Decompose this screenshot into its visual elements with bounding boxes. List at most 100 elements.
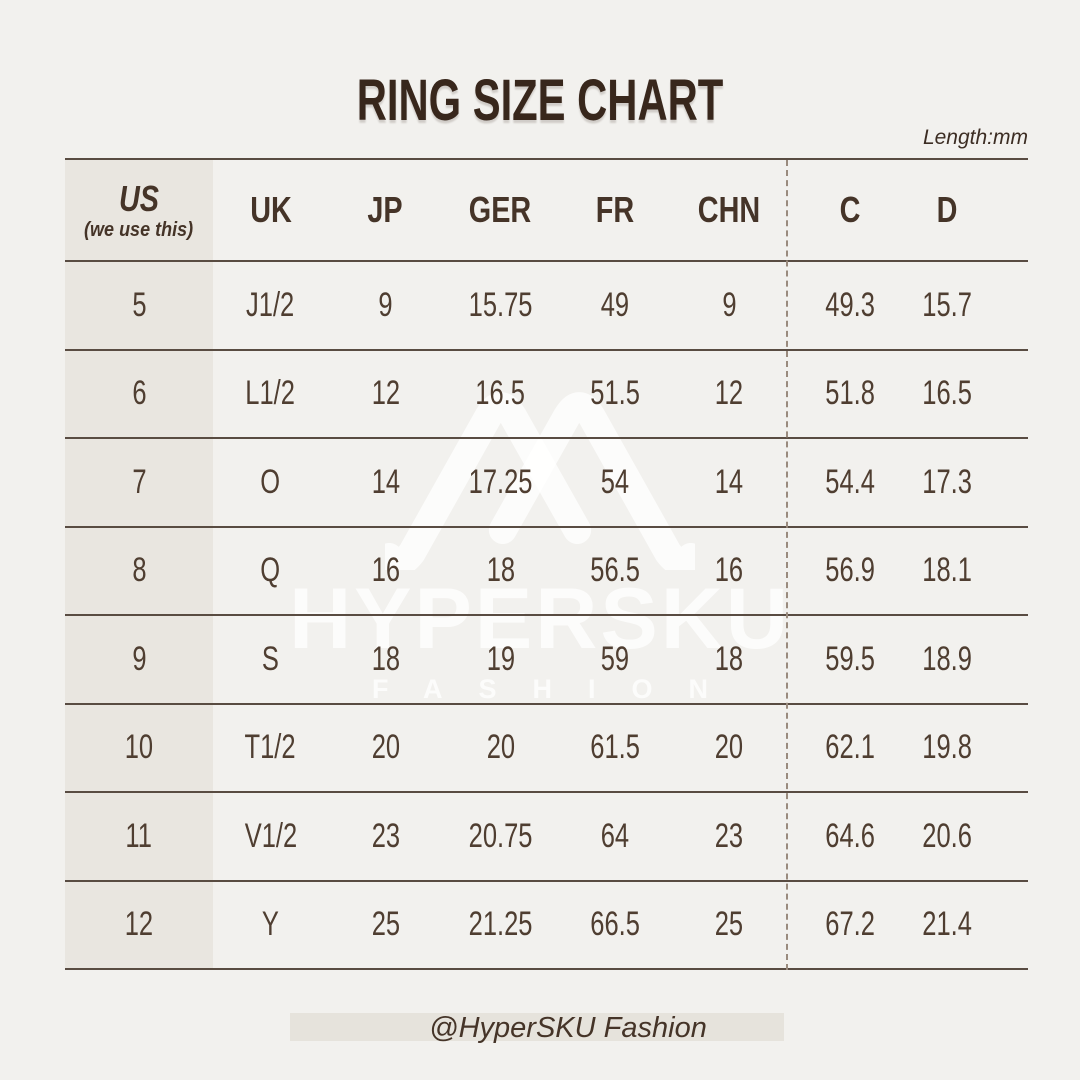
cell-value: 49.3 — [825, 285, 875, 324]
cell-value: 56.9 — [825, 551, 875, 590]
table-cell: 18 — [672, 616, 786, 703]
cell-value: V1/2 — [244, 816, 297, 855]
cell-value: 18.1 — [922, 551, 972, 590]
cell-value: 5 — [131, 285, 147, 324]
table-cell: 64 — [558, 793, 672, 880]
table-cell: 18 — [328, 616, 443, 703]
cell-value: 8 — [131, 551, 147, 590]
table-cell: 10 — [65, 704, 213, 791]
table-cell: 54 — [558, 439, 672, 526]
table-cell: 54.4 — [786, 439, 914, 526]
spacer-cell — [980, 705, 1028, 792]
cell-value: 49 — [600, 285, 630, 324]
cell-value: 21.4 — [922, 905, 972, 944]
table-cell: 61.5 — [558, 705, 672, 792]
cell-value: 6 — [131, 374, 147, 413]
cell-value: 54 — [600, 462, 630, 501]
column-header-label: C — [839, 189, 861, 230]
table-cell: 15.75 — [443, 262, 558, 349]
table-cell: 18 — [443, 528, 558, 615]
table-cell: 16.5 — [443, 351, 558, 438]
cell-value: 54.4 — [825, 462, 875, 501]
table-cell: 23 — [328, 793, 443, 880]
table-cell: 20.75 — [443, 793, 558, 880]
table-cell: 67.2 — [786, 882, 914, 969]
table-cell: 51.5 — [558, 351, 672, 438]
table-cell: 12 — [328, 351, 443, 438]
table-cell: 8 — [65, 527, 213, 614]
table-cell: 23 — [672, 793, 786, 880]
table-cell: 56.9 — [786, 528, 914, 615]
cell-value: 66.5 — [590, 905, 640, 944]
cell-value: 20.75 — [468, 816, 533, 855]
table-cell: 14 — [328, 439, 443, 526]
cell-value: 16 — [714, 551, 744, 590]
cell-value: 20 — [714, 728, 744, 767]
cell-value: 67.2 — [825, 905, 875, 944]
column-header-c: C — [786, 160, 914, 260]
ring-size-table: US (we use this) UK JP GER FR CHN C D 5 J1/2 9 15… — [65, 158, 1028, 970]
table-cell: 16 — [328, 528, 443, 615]
table-row: 7 O 14 17.25 54 14 54.4 17.3 — [65, 439, 1028, 528]
table-cell: O — [213, 439, 328, 526]
cell-value: 18 — [371, 639, 400, 678]
circumference-diameter-divider-line — [786, 160, 788, 970]
spacer-cell — [980, 160, 1028, 260]
footer-highlight-bar — [290, 1013, 784, 1041]
table-cell: 49 — [558, 262, 672, 349]
spacer-cell — [980, 262, 1028, 349]
cell-value: J1/2 — [246, 285, 295, 324]
table-cell: J1/2 — [213, 262, 328, 349]
cell-value: 19 — [486, 639, 515, 678]
table-cell: 15.7 — [914, 262, 980, 349]
unit-note: Length:mm — [922, 126, 1028, 149]
table-cell: 9 — [328, 262, 443, 349]
cell-value: 9 — [378, 285, 393, 324]
table-cell: 17.25 — [443, 439, 558, 526]
cell-value: 64 — [600, 816, 630, 855]
table-cell: 9 — [672, 262, 786, 349]
table-row: 8 Q 16 18 56.5 16 56.9 18.1 — [65, 527, 1028, 616]
cell-value: Q — [260, 551, 281, 590]
us-column-note: (we use this) — [84, 218, 194, 241]
footer-brand-handle: @HyperSKU Fashion — [429, 1012, 707, 1044]
cell-value: 19.8 — [922, 728, 972, 767]
table-cell: 51.8 — [786, 351, 914, 438]
cell-value: 25 — [371, 905, 400, 944]
cell-value: 21.25 — [468, 905, 533, 944]
table-header-row: US (we use this) UK JP GER FR CHN C D — [65, 160, 1028, 262]
cell-value: 59 — [600, 639, 630, 678]
cell-value: 17.3 — [922, 462, 972, 501]
spacer-cell — [980, 351, 1028, 438]
table-cell: 16.5 — [914, 351, 980, 438]
cell-value: 12 — [714, 374, 744, 413]
table-cell: 6 — [65, 350, 213, 437]
column-header-label: JP — [367, 189, 404, 230]
table-cell: L1/2 — [213, 351, 328, 438]
column-header-fr: FR — [558, 160, 672, 260]
table-cell: 59 — [558, 616, 672, 703]
column-header-label: UK — [249, 189, 292, 230]
table-cell: 9 — [65, 616, 213, 703]
table-cell: V1/2 — [213, 793, 328, 880]
cell-value: 59.5 — [825, 639, 875, 678]
table-row: 9 S 18 19 59 18 59.5 18.9 — [65, 616, 1028, 705]
table-cell: 19 — [443, 616, 558, 703]
cell-value: 14 — [714, 462, 744, 501]
table-cell: 20 — [443, 705, 558, 792]
column-header-label: FR — [595, 189, 635, 230]
cell-value: 20 — [486, 728, 515, 767]
cell-value: 16.5 — [475, 374, 526, 413]
table-cell: 64.6 — [786, 793, 914, 880]
table-cell: 20 — [328, 705, 443, 792]
spacer-cell — [980, 439, 1028, 526]
table-cell: 56.5 — [558, 528, 672, 615]
table-cell: Q — [213, 528, 328, 615]
cell-value: 15.75 — [468, 285, 533, 324]
table-cell: 16 — [672, 528, 786, 615]
cell-value: 62.1 — [825, 728, 875, 767]
table-cell: 7 — [65, 439, 213, 526]
cell-value: 18 — [486, 551, 515, 590]
column-header-ger: GER — [443, 160, 558, 260]
cell-value: 12 — [124, 905, 154, 944]
